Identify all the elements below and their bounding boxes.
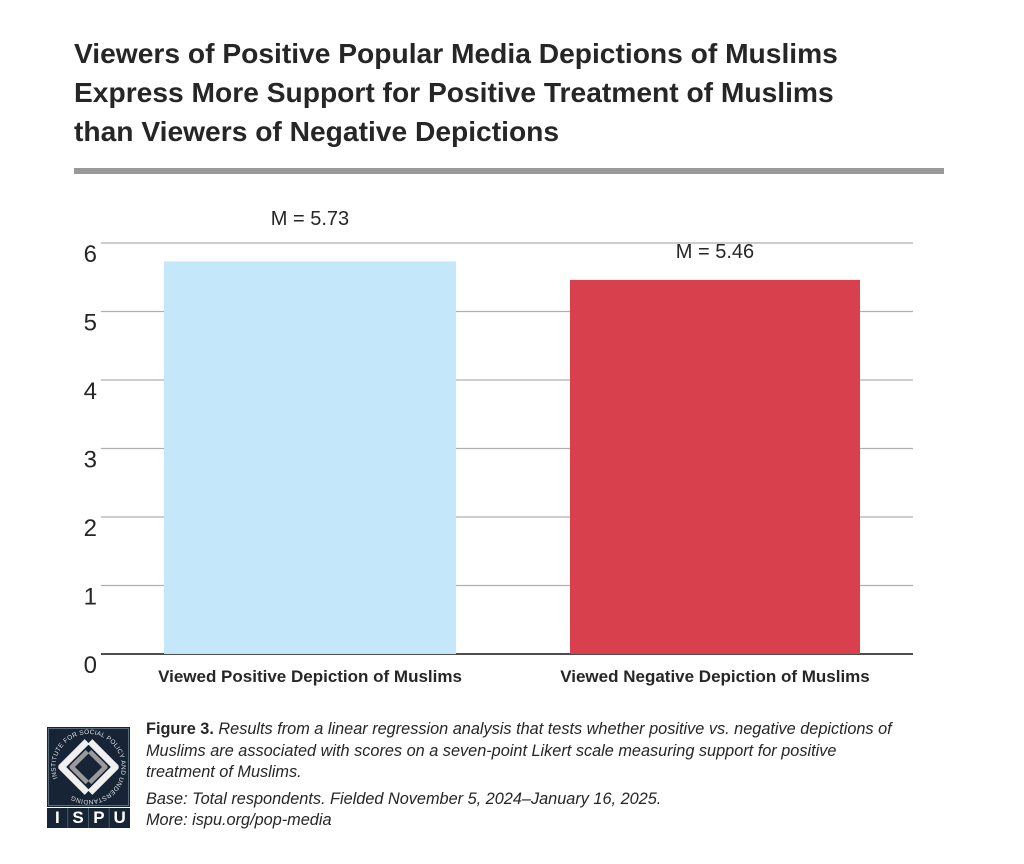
svg-text:5: 5: [84, 310, 97, 337]
svg-text:S: S: [72, 808, 83, 827]
svg-text:3: 3: [84, 447, 97, 474]
svg-text:Viewed Positive Depiction of M: Viewed Positive Depiction of Muslims: [158, 667, 462, 686]
svg-text:U: U: [113, 808, 125, 827]
svg-text:M = 5.46: M = 5.46: [676, 241, 754, 263]
svg-text:6: 6: [84, 241, 97, 268]
svg-text:1: 1: [84, 584, 97, 611]
svg-text:2: 2: [84, 515, 97, 542]
svg-text:Viewed Negative Depiction of M: Viewed Negative Depiction of Muslims: [560, 667, 870, 686]
svg-text:0: 0: [84, 652, 97, 679]
svg-text:4: 4: [84, 378, 97, 405]
svg-text:M = 5.73: M = 5.73: [271, 208, 349, 230]
svg-text:P: P: [93, 808, 104, 827]
svg-text:I: I: [55, 808, 60, 827]
